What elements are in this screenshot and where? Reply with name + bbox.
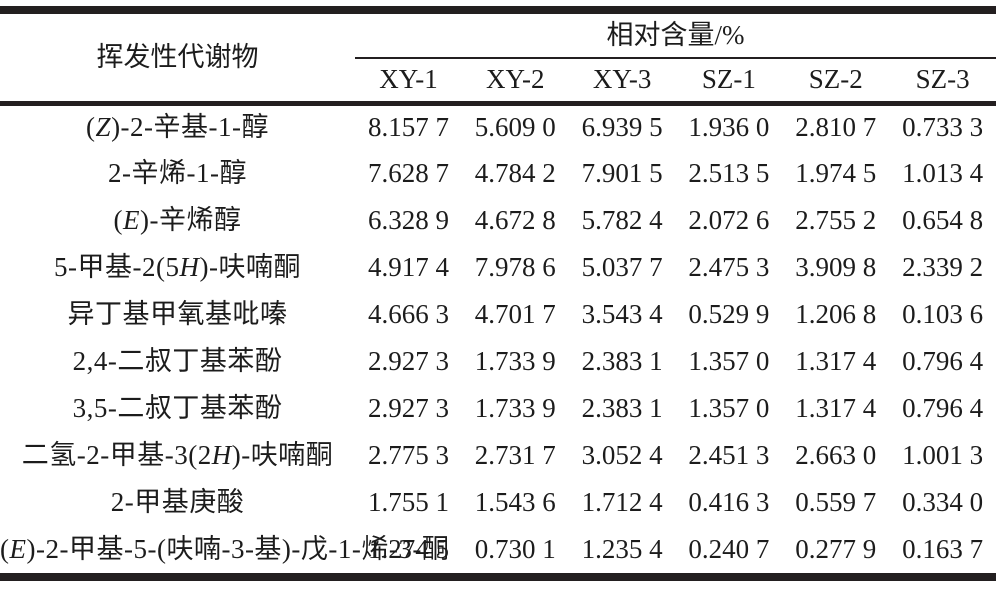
value-cell: 2.810 7 (795, 112, 877, 143)
value-cell: 2.755 2 (795, 205, 877, 235)
group-header-row: 挥发性代谢物 相对含量/% (0, 14, 996, 106)
three-line-table: 挥发性代谢物 相对含量/% XY-1 XY-2 XY-3 SZ-1 SZ-2 S… (0, 6, 996, 581)
relative-content-group-header: 相对含量/% (355, 14, 996, 59)
sample-col-header-sz2: SZ-2 (782, 58, 890, 106)
value-cell: 1.936 0 (688, 112, 770, 143)
value-cell: 5.609 0 (474, 112, 556, 143)
metabolite-name: (Z)-2-辛基-1-醇 (86, 112, 270, 143)
value-cell: 1.755 1 (367, 487, 449, 517)
value-cell: 2.451 3 (688, 440, 770, 470)
value-cell: 2.663 0 (795, 440, 877, 470)
value-cell: 0.733 3 (902, 112, 984, 143)
metabolite-name: 异丁基甲氧基吡嗪 (67, 299, 288, 329)
value-cell: 1.974 5 (795, 158, 877, 188)
value-cell: 2.775 3 (367, 440, 449, 470)
table-row: 2-甲基庚酸 1.755 1 1.543 6 1.712 4 0.416 3 0.559 … (0, 479, 996, 526)
value-cell: 3.543 4 (581, 299, 663, 329)
value-cell: 0.529 9 (688, 299, 770, 329)
value-cell: 1.543 6 (474, 487, 556, 517)
value-cell: 1.733 9 (474, 393, 556, 423)
value-cell: 0.277 9 (795, 534, 877, 564)
value-cell: 1.712 4 (581, 487, 663, 517)
table-row: 2,4-二叔丁基苯酚 2.927 3 1.733 9 2.383 1 1.357 0 1.… (0, 338, 996, 385)
value-cell: 1.001 3 (902, 440, 984, 470)
metabolite-col-header: 挥发性代谢物 (0, 14, 356, 106)
table-row: (E)-辛烯醇 6.328 9 4.672 8 5.782 4 2.072 6 2.755… (0, 197, 996, 244)
value-cell: 6.939 5 (581, 112, 663, 143)
value-cell: 2.927 3 (367, 393, 449, 423)
value-cell: 1.357 0 (688, 393, 770, 423)
value-cell: 4.666 3 (367, 299, 449, 329)
value-cell: 7.901 5 (581, 158, 663, 188)
metabolite-name: 二氢-2-甲基-3(2H)-呋喃酮 (21, 440, 334, 470)
value-cell: 7.978 6 (474, 252, 556, 282)
value-cell: 4.672 8 (474, 205, 556, 235)
table-row: 2-辛烯-1-醇 7.628 7 4.784 2 7.901 5 2.513 5 1.97… (0, 150, 996, 197)
value-cell: 4.701 7 (474, 299, 556, 329)
value-cell: 0.654 8 (902, 205, 984, 235)
value-cell: 1.317 4 (795, 393, 877, 423)
value-cell: 7.628 7 (367, 158, 449, 188)
value-cell: 0.416 3 (688, 487, 770, 517)
value-cell: 1.317 4 (795, 346, 877, 376)
value-cell: 1.357 0 (688, 346, 770, 376)
metabolite-name: (E)-辛烯醇 (113, 205, 242, 235)
table-row: 二氢-2-甲基-3(2H)-呋喃酮 2.775 3 2.731 7 3.052 4 2.… (0, 432, 996, 479)
value-cell: 3.052 4 (581, 440, 663, 470)
value-cell: 3.909 8 (795, 252, 877, 282)
value-cell: 1.733 9 (474, 346, 556, 376)
value-cell: 4.917 4 (367, 252, 449, 282)
value-cell: 2.339 2 (902, 252, 984, 282)
value-cell: 2.383 1 (581, 346, 663, 376)
value-cell: 0.796 4 (902, 346, 984, 376)
metabolites-table: 挥发性代谢物 相对含量/% XY-1 XY-2 XY-3 SZ-1 SZ-2 S… (0, 14, 996, 573)
value-cell: 0.559 7 (795, 487, 877, 517)
sample-col-header-xy2: XY-2 (461, 58, 569, 106)
table-row: (E)-2-甲基-5-(呋喃-3-基)-戊-1-烯-3-酮 1.274 5 0.73… (0, 526, 996, 573)
metabolite-name: 5-甲基-2(5H)-呋喃酮 (54, 252, 302, 282)
table-row: 异丁基甲氧基吡嗪 4.666 3 4.701 7 3.543 4 0.529 9 1.20… (0, 291, 996, 338)
value-cell: 2.731 7 (474, 440, 556, 470)
value-cell: 1.274 5 (367, 534, 449, 564)
table-header: 挥发性代谢物 相对含量/% XY-1 XY-2 XY-3 SZ-1 SZ-2 S… (0, 14, 996, 106)
sample-col-header-xy1: XY-1 (355, 58, 462, 106)
sample-col-header-xy3: XY-3 (568, 58, 676, 106)
value-cell: 0.334 0 (902, 487, 984, 517)
value-cell: 5.037 7 (581, 252, 663, 282)
value-cell: 1.235 4 (581, 534, 663, 564)
table-row: 3,5-二叔丁基苯酚 2.927 3 1.733 9 2.383 1 1.357 0 1.… (0, 385, 996, 432)
value-cell: 2.383 1 (581, 393, 663, 423)
table-row: (Z)-2-辛基-1-醇 8.157 7 5.609 0 6.939 5 1.936 0… (0, 103, 996, 150)
metabolite-name: (E)-2-甲基-5-(呋喃-3-基)-戊-1-烯-3-酮 (0, 534, 450, 564)
value-cell: 5.782 4 (581, 205, 663, 235)
value-cell: 6.328 9 (367, 205, 449, 235)
value-cell: 1.206 8 (795, 299, 877, 329)
value-cell: 2.927 3 (367, 346, 449, 376)
metabolite-name: 2-辛烯-1-醇 (108, 158, 248, 188)
value-cell: 0.103 6 (902, 299, 984, 329)
value-cell: 8.157 7 (367, 112, 449, 143)
value-cell: 0.240 7 (688, 534, 770, 564)
value-cell: 4.784 2 (474, 158, 556, 188)
value-cell: 0.796 4 (902, 393, 984, 423)
metabolite-name: 3,5-二叔丁基苯酚 (72, 393, 283, 423)
value-cell: 2.072 6 (688, 205, 770, 235)
value-cell: 2.513 5 (688, 158, 770, 188)
metabolite-name: 2,4-二叔丁基苯酚 (72, 346, 283, 376)
table-body: (Z)-2-辛基-1-醇 8.157 7 5.609 0 6.939 5 1.936 0… (0, 103, 996, 573)
value-cell: 0.730 1 (474, 534, 556, 564)
sample-col-header-sz3: SZ-3 (889, 58, 996, 106)
table-row: 5-甲基-2(5H)-呋喃酮 4.917 4 7.978 6 5.037 7 2.475… (0, 244, 996, 291)
sample-col-header-sz1: SZ-1 (675, 58, 783, 106)
value-cell: 0.163 7 (902, 534, 984, 564)
metabolite-name: 2-甲基庚酸 (110, 487, 245, 517)
value-cell: 2.475 3 (688, 252, 770, 282)
value-cell: 1.013 4 (902, 158, 984, 188)
sample-header-row: XY-1 XY-2 XY-3 SZ-1 SZ-2 SZ-3 (0, 58, 996, 106)
